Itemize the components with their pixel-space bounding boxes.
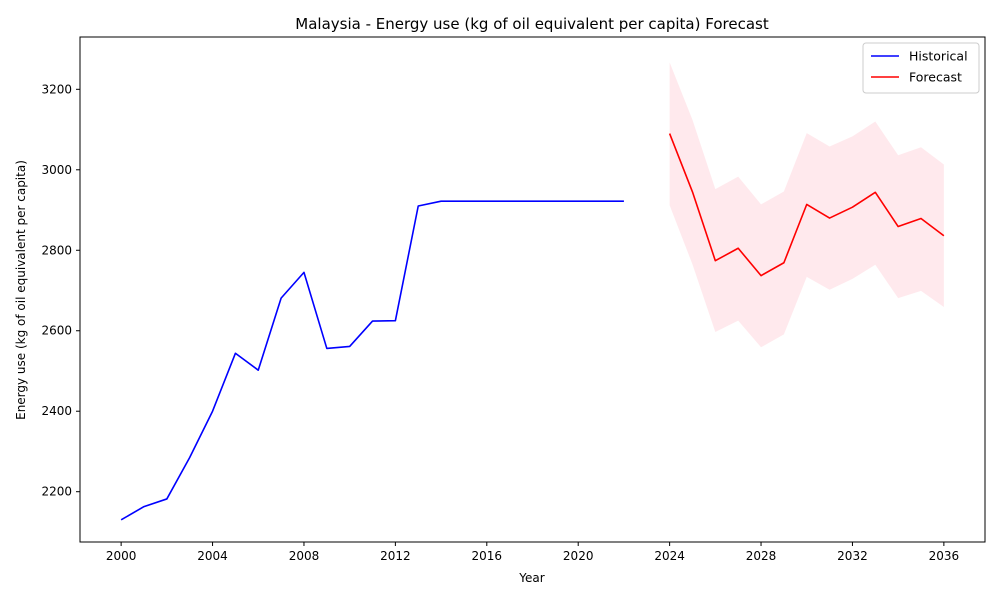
y-tick-label: 2800: [41, 243, 72, 257]
y-axis-label: Energy use (kg of oil equivalent per cap…: [14, 160, 28, 420]
y-tick-label: 2400: [41, 404, 72, 418]
y-tick-label: 3200: [41, 82, 72, 96]
series-line-forecast: [668, 133, 945, 277]
x-tick-label: 2036: [929, 549, 960, 563]
x-tick-label: 2032: [837, 549, 868, 563]
plot-frame: [79, 36, 986, 543]
legend-label-historical: Historical: [909, 49, 968, 64]
x-tick-label: 2012: [380, 549, 411, 563]
y-tick-label: 2600: [41, 324, 72, 338]
x-tick-label: 2004: [197, 549, 228, 563]
x-tick-label: 2024: [654, 549, 685, 563]
x-tick-label: 2028: [746, 549, 777, 563]
y-tick-label: 3000: [41, 163, 72, 177]
x-tick-label: 2008: [289, 549, 320, 563]
axes: 2000 2004 2008 2012 2016 2020 2024 2028 2032 2036…: [41, 36, 986, 563]
legend: Historical Forecast: [862, 42, 980, 94]
legend-label-forecast: Forecast: [909, 70, 962, 85]
series-line-historical: [120, 200, 624, 521]
plot-area: [120, 62, 945, 521]
x-tick-label: 2000: [106, 549, 137, 563]
x-axis-label: Year: [518, 571, 544, 585]
chart-title: Malaysia - Energy use (kg of oil equival…: [295, 15, 769, 33]
x-tick-label: 2020: [563, 549, 594, 563]
x-tick-label: 2016: [472, 549, 503, 563]
y-tick-label: 2200: [41, 485, 72, 499]
